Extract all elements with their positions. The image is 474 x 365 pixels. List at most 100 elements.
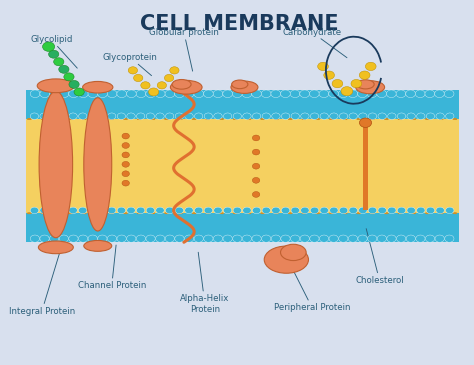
Circle shape: [252, 177, 260, 183]
Circle shape: [329, 235, 338, 242]
Circle shape: [165, 90, 175, 97]
Circle shape: [79, 113, 87, 119]
Circle shape: [281, 235, 290, 242]
Circle shape: [59, 90, 69, 97]
Circle shape: [30, 207, 38, 214]
Circle shape: [40, 90, 50, 97]
Circle shape: [223, 235, 232, 242]
Circle shape: [300, 235, 310, 242]
Circle shape: [146, 113, 155, 119]
Text: Glycoprotein: Glycoprotein: [103, 53, 158, 76]
Circle shape: [69, 90, 79, 97]
Circle shape: [310, 207, 319, 214]
Circle shape: [108, 207, 116, 214]
Circle shape: [281, 90, 291, 97]
Circle shape: [368, 113, 377, 119]
Circle shape: [146, 90, 155, 97]
Circle shape: [253, 113, 261, 119]
Circle shape: [88, 90, 98, 97]
Circle shape: [332, 80, 343, 88]
Circle shape: [242, 235, 252, 242]
Text: Channel Protein: Channel Protein: [78, 245, 146, 290]
Circle shape: [351, 80, 362, 88]
Circle shape: [98, 113, 106, 119]
Circle shape: [262, 207, 271, 214]
Circle shape: [122, 161, 129, 167]
Circle shape: [43, 42, 55, 51]
Circle shape: [194, 235, 203, 242]
Circle shape: [397, 113, 406, 119]
Circle shape: [204, 235, 213, 242]
Circle shape: [252, 192, 260, 197]
Circle shape: [417, 207, 425, 214]
Circle shape: [301, 207, 309, 214]
Circle shape: [436, 113, 444, 119]
Circle shape: [175, 235, 184, 242]
Text: Alpha-Helix
Protein: Alpha-Helix Protein: [180, 252, 229, 314]
Circle shape: [127, 235, 136, 242]
Circle shape: [74, 88, 84, 96]
Circle shape: [339, 113, 348, 119]
Circle shape: [388, 113, 396, 119]
Circle shape: [117, 235, 126, 242]
Circle shape: [155, 235, 165, 242]
Circle shape: [367, 235, 377, 242]
Circle shape: [30, 90, 40, 97]
Circle shape: [59, 65, 69, 73]
Circle shape: [359, 118, 372, 127]
Circle shape: [426, 113, 435, 119]
Circle shape: [232, 90, 242, 97]
Circle shape: [174, 90, 184, 97]
Circle shape: [359, 71, 370, 79]
Circle shape: [396, 90, 406, 97]
Circle shape: [446, 207, 454, 214]
Circle shape: [272, 113, 280, 119]
Circle shape: [396, 235, 406, 242]
Circle shape: [98, 207, 106, 214]
Ellipse shape: [281, 244, 306, 261]
Circle shape: [417, 113, 425, 119]
Circle shape: [252, 149, 260, 155]
Circle shape: [127, 207, 135, 214]
Circle shape: [107, 90, 117, 97]
Circle shape: [146, 207, 155, 214]
Circle shape: [319, 90, 329, 97]
Circle shape: [378, 113, 386, 119]
Bar: [26, 119, 459, 213]
Ellipse shape: [39, 91, 73, 238]
Circle shape: [214, 113, 222, 119]
Circle shape: [367, 90, 377, 97]
Circle shape: [194, 90, 204, 97]
Circle shape: [30, 113, 38, 119]
Circle shape: [69, 113, 77, 119]
Ellipse shape: [84, 98, 112, 231]
Circle shape: [127, 90, 137, 97]
Bar: [26, 213, 459, 242]
Bar: [363, 123, 368, 210]
Circle shape: [436, 207, 444, 214]
Circle shape: [141, 82, 150, 89]
Ellipse shape: [172, 80, 191, 89]
Circle shape: [136, 90, 146, 97]
Circle shape: [156, 207, 164, 214]
Circle shape: [406, 90, 416, 97]
Circle shape: [40, 235, 49, 242]
Circle shape: [223, 90, 233, 97]
Circle shape: [319, 235, 328, 242]
Circle shape: [107, 235, 117, 242]
Ellipse shape: [84, 241, 112, 251]
Circle shape: [122, 133, 129, 139]
Circle shape: [368, 207, 377, 214]
Circle shape: [324, 71, 335, 79]
Circle shape: [48, 50, 59, 58]
Circle shape: [330, 113, 338, 119]
Circle shape: [50, 207, 58, 214]
Text: Globular protein: Globular protein: [149, 28, 219, 71]
Circle shape: [203, 90, 213, 97]
Circle shape: [233, 207, 241, 214]
Circle shape: [184, 235, 194, 242]
Circle shape: [136, 235, 146, 242]
Circle shape: [282, 207, 290, 214]
Ellipse shape: [356, 81, 384, 94]
Circle shape: [185, 207, 193, 214]
